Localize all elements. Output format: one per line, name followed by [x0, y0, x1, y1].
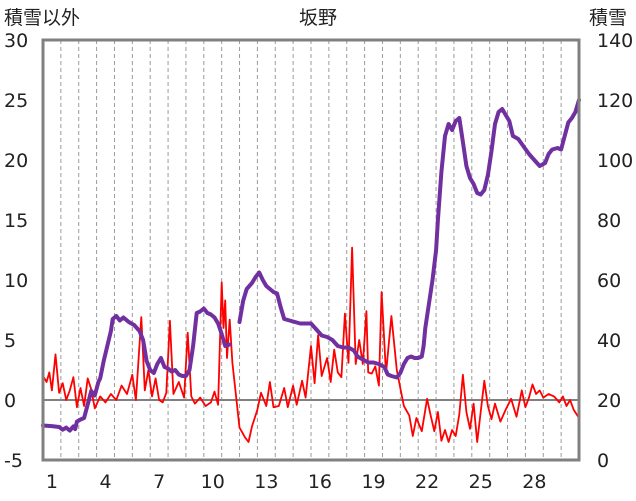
plot-lines: [41, 98, 581, 443]
x-tick-1: 1: [46, 471, 58, 493]
x-tick-19: 19: [361, 471, 385, 493]
x-tick-22: 22: [415, 471, 439, 493]
left-tick-15: 15: [4, 210, 28, 232]
left-tick--5: -5: [4, 450, 23, 472]
right-tick-0: 0: [597, 450, 609, 472]
x-tick-13: 13: [254, 471, 278, 493]
left-tick-20: 20: [4, 150, 28, 172]
series-0-line-0: [42, 246, 580, 443]
right-tick-80: 80: [597, 210, 621, 232]
x-tick-10: 10: [201, 471, 225, 493]
left-axis-label: 積雪以外: [4, 7, 80, 29]
left-tick-25: 25: [4, 90, 28, 112]
left-tick-0: 0: [4, 390, 16, 412]
grid-lines: [43, 40, 579, 460]
x-tick-16: 16: [308, 471, 332, 493]
series-1-line-0: [41, 306, 232, 433]
left-tick-30: 30: [4, 30, 28, 52]
right-tick-100: 100: [597, 150, 633, 172]
right-axis-label: 積雪: [589, 7, 627, 29]
right-tick-120: 120: [597, 90, 633, 112]
right-tick-140: 140: [597, 30, 633, 52]
x-tick-28: 28: [522, 471, 546, 493]
x-tick-25: 25: [469, 471, 493, 493]
right-tick-40: 40: [597, 330, 621, 352]
x-tick-7: 7: [153, 471, 165, 493]
right-tick-20: 20: [597, 390, 621, 412]
chart-title: 坂野: [299, 7, 337, 29]
right-tick-60: 60: [597, 270, 621, 292]
plot-border: [41, 38, 581, 462]
tick-labels: -5 0 5 10 15 20 25 30 0 20 40 60 80 100 120 140 1 4 7 10 13 1…: [4, 30, 633, 493]
left-tick-10: 10: [4, 270, 28, 292]
x-tick-4: 4: [99, 471, 111, 493]
series-1-line-1: [237, 98, 581, 380]
left-tick-5: 5: [4, 330, 16, 352]
